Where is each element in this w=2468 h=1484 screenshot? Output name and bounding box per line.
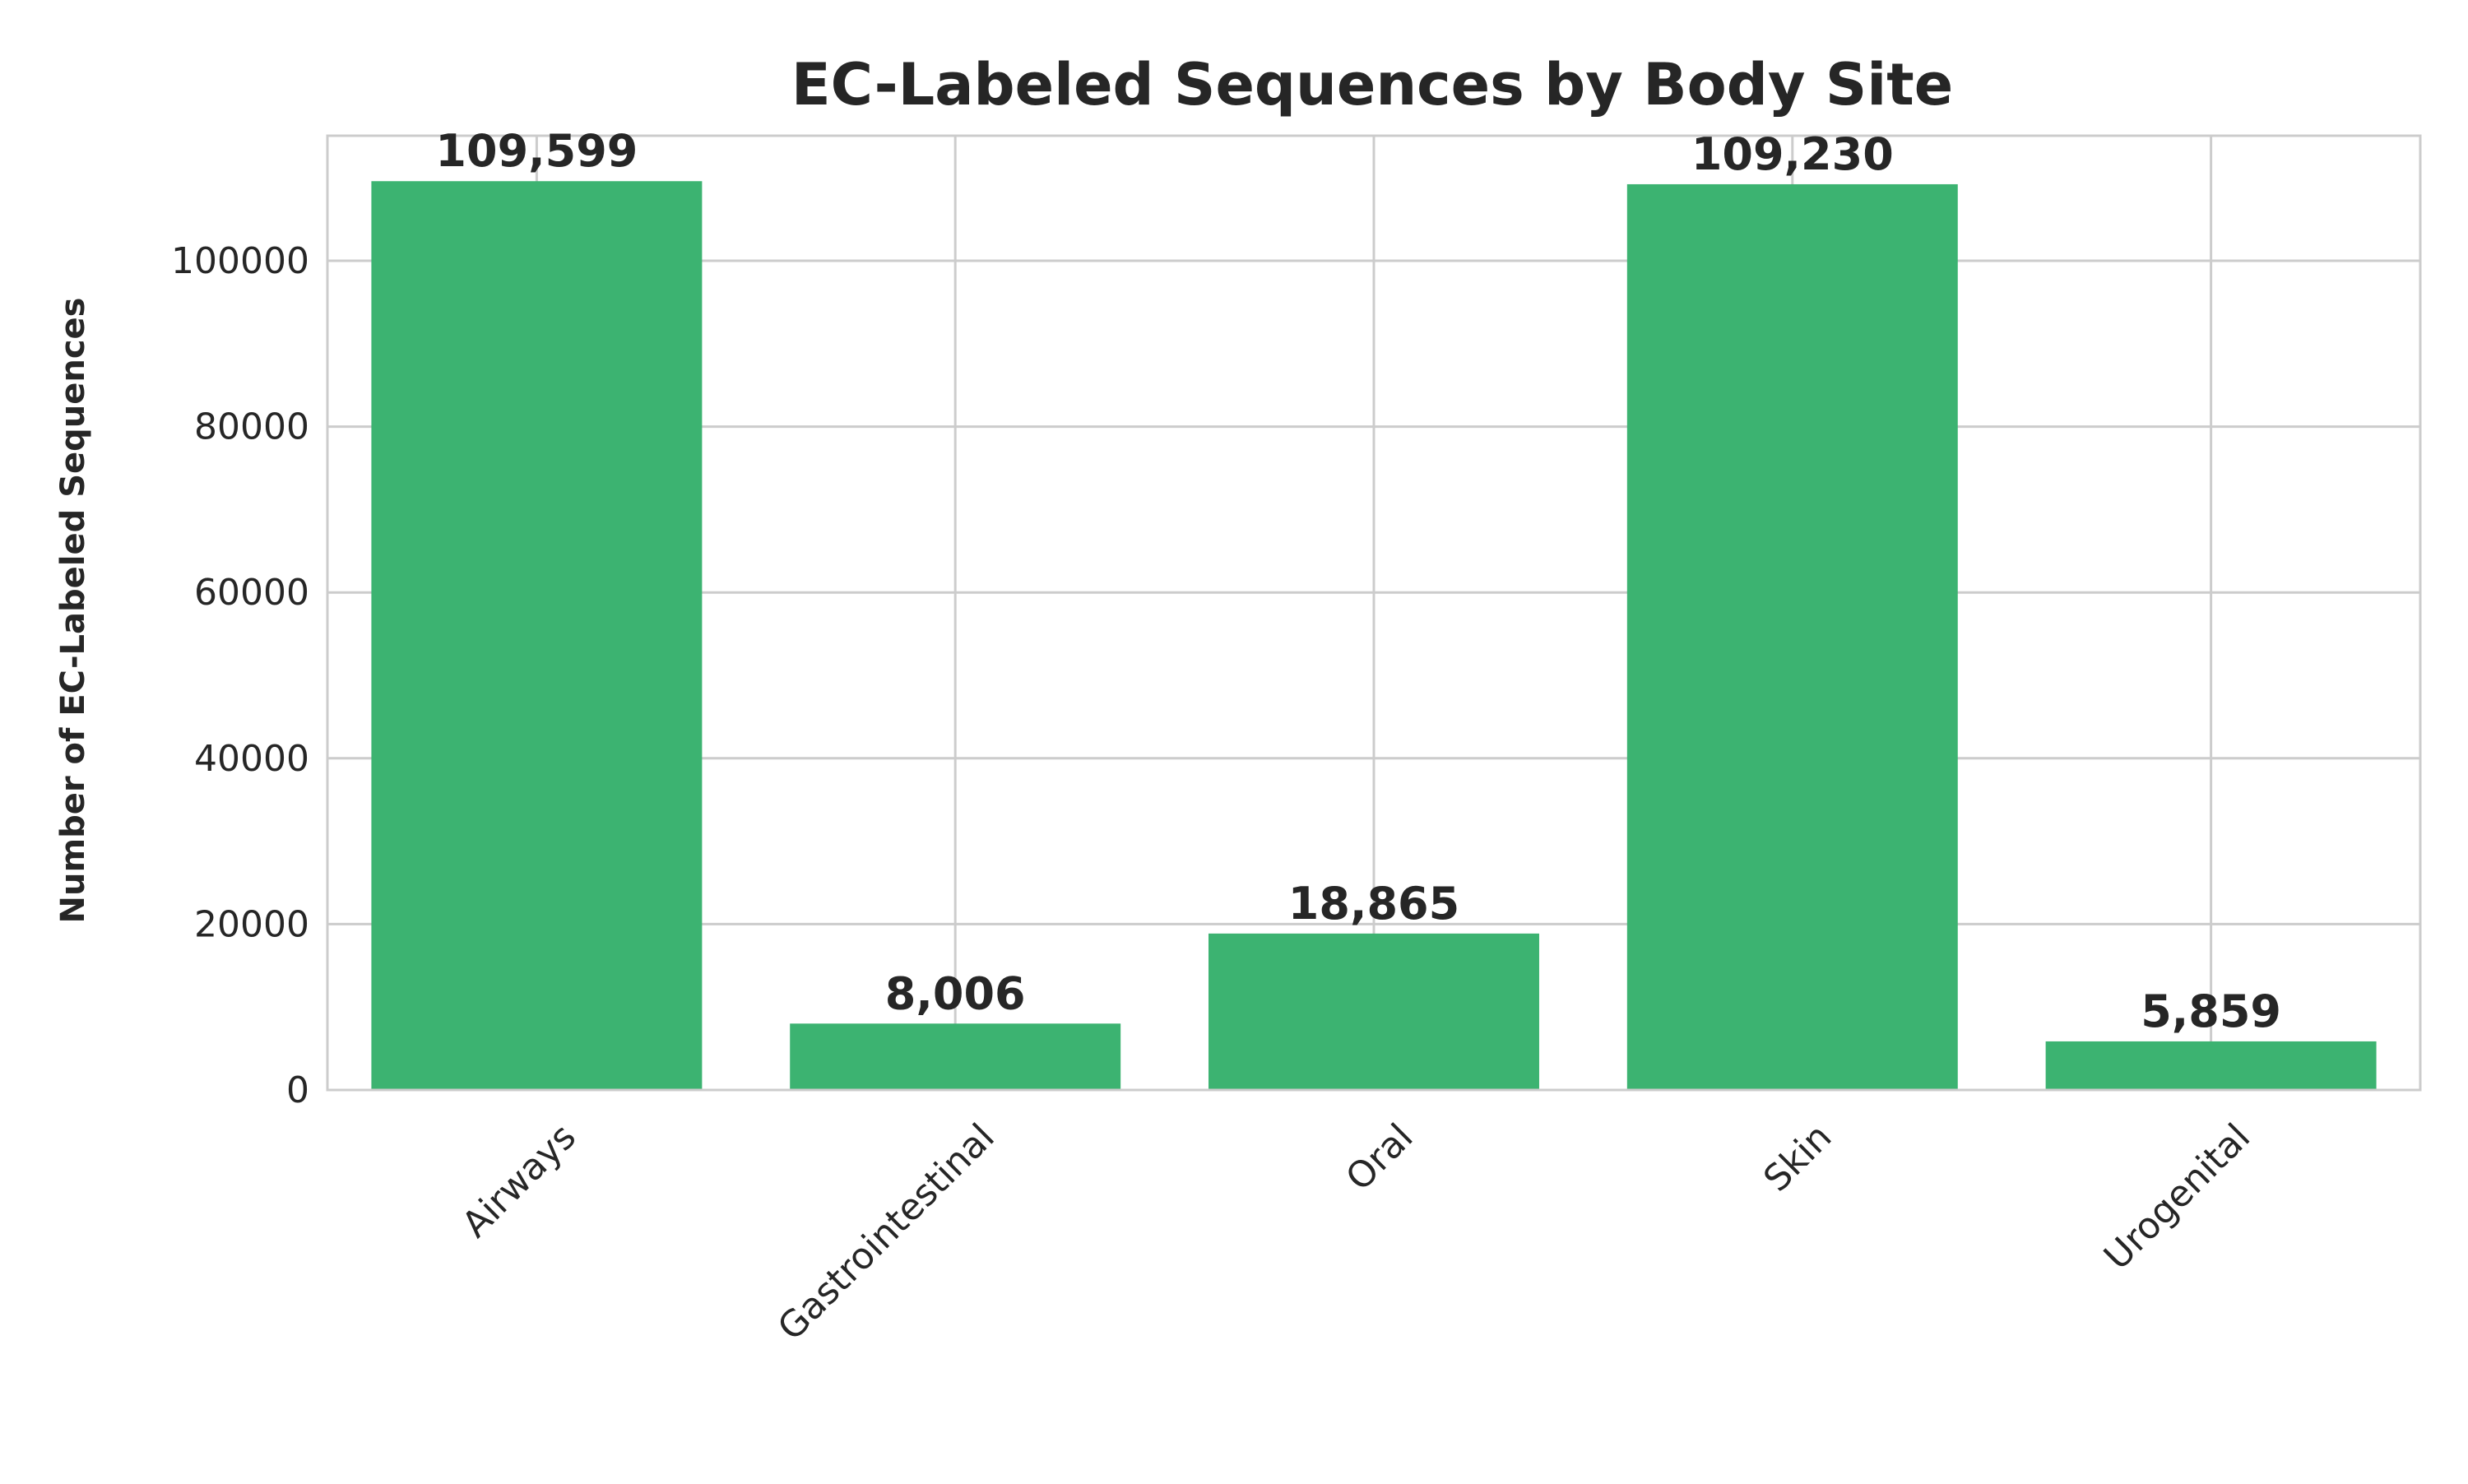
plot-frame bbox=[326, 134, 2422, 1092]
chart-title: EC-Labeled Sequences by Body Site bbox=[791, 51, 1953, 118]
bars bbox=[371, 181, 2377, 1091]
y-tick-label: 0 bbox=[286, 1069, 309, 1111]
bar-value-label: 8,006 bbox=[885, 967, 1026, 1019]
y-tick-label: 40000 bbox=[194, 738, 309, 780]
bar bbox=[371, 181, 703, 1091]
y-tick-labels: 0 20000 40000 60000 80000 100000 bbox=[171, 240, 309, 1111]
value-labels: 109,599 8,006 18,865 109,230 5,859 bbox=[435, 125, 2281, 1037]
bar-value-label: 18,865 bbox=[1288, 878, 1459, 930]
y-axis-label: Number of EC-Labeled Sequences bbox=[54, 298, 92, 924]
bar-value-label: 109,230 bbox=[1691, 128, 1894, 180]
y-tick-label: 80000 bbox=[194, 406, 309, 448]
bar bbox=[1208, 933, 1539, 1090]
y-tick-label: 60000 bbox=[194, 572, 309, 614]
bar bbox=[2045, 1041, 2377, 1090]
y-tick-label: 20000 bbox=[194, 903, 309, 945]
bar bbox=[790, 1023, 1121, 1090]
bar bbox=[1626, 183, 1958, 1090]
bar-value-label: 5,859 bbox=[2141, 985, 2281, 1037]
y-tick-label: 100000 bbox=[171, 240, 309, 282]
bar-value-label: 109,599 bbox=[435, 125, 638, 177]
